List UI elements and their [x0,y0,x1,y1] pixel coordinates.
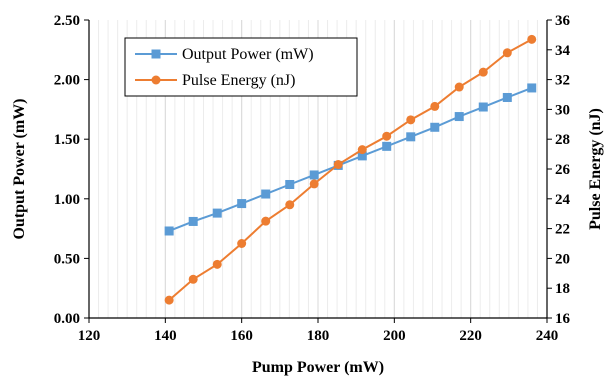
y-left-tick-label: 1.00 [54,192,80,208]
data-point-circle [502,48,512,58]
data-point-square [406,132,416,142]
series-layer [164,34,537,305]
data-point-circle [285,200,295,210]
series-line-1 [168,87,533,232]
data-point-circle [333,160,343,170]
data-point-circle [382,131,392,141]
data-point-square [527,83,537,93]
y-right-tick-label: 30 [555,102,570,118]
x-tick-label: 240 [536,328,559,344]
data-point-square [285,179,295,189]
y-left-tick-label: 1.50 [54,132,80,148]
data-point-square [261,189,271,199]
data-point-circle [212,259,222,269]
data-point-square [164,226,174,236]
legend-marker-square [151,49,161,59]
axes-layer [84,19,552,323]
x-tick-label: 180 [307,328,330,344]
data-point-circle [188,274,198,284]
data-point-square [309,170,319,180]
y-right-tick-label: 26 [555,162,571,178]
data-point-square [357,151,367,161]
data-point-circle [406,115,416,125]
series-line-2 [168,38,533,301]
x-tick-label: 200 [383,328,406,344]
y-axis-right-label: Pulse Energy (nJ) [587,108,604,230]
legend-label-1: Output Power (mW) [182,46,314,63]
y-right-tick-label: 20 [555,251,570,267]
y-left-tick-label: 2.50 [54,13,80,29]
y-right-tick-label: 32 [555,73,570,89]
data-point-square [237,199,247,209]
legend-marker-circle [151,75,161,85]
y-right-tick-label: 22 [555,222,570,238]
data-point-circle [309,179,319,189]
x-tick-label: 120 [78,328,101,344]
legend-label-2: Pulse Energy (nJ) [182,72,295,89]
y-left-tick-label: 0.50 [54,251,80,267]
data-point-circle [261,216,271,226]
y-right-tick-label: 28 [555,132,570,148]
y-right-tick-label: 18 [555,281,570,297]
data-point-square [502,92,512,102]
legend: Output Power (mW) Pulse Energy (nJ) [124,37,358,97]
x-tick-label: 160 [230,328,253,344]
y-axis-left-label: Output Power (mW) [11,98,28,239]
labels-layer: Pump Power (mW) Output Power (mW) Pulse … [11,13,604,376]
data-point-circle [527,34,537,44]
y-right-tick-label: 16 [555,311,571,327]
data-point-square [430,122,440,132]
data-point-circle [430,101,440,111]
data-point-circle [164,295,174,305]
data-point-circle [454,82,464,92]
data-point-square [478,102,488,112]
data-point-circle [478,67,488,77]
y-right-tick-label: 34 [555,43,571,59]
data-point-square [454,112,464,122]
data-point-square [188,216,198,226]
data-point-square [382,141,392,151]
y-left-tick-label: 2.00 [54,73,80,89]
x-tick-label: 220 [459,328,482,344]
x-axis-label: Pump Power (mW) [252,359,384,376]
y-right-tick-label: 24 [555,192,571,208]
y-left-tick-label: 0.00 [54,311,80,327]
legend-box [124,37,358,97]
data-point-square [212,208,222,218]
data-point-circle [237,239,247,248]
y-right-tick-label: 36 [555,13,571,29]
data-point-circle [357,145,367,155]
x-tick-label: 140 [154,328,177,344]
